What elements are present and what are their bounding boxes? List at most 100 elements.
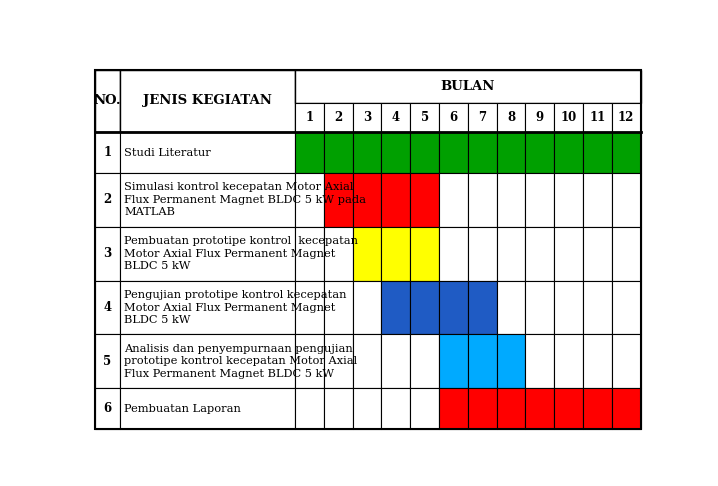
Text: 1: 1: [305, 111, 314, 124]
Bar: [583, 334, 612, 388]
Bar: [381, 280, 410, 334]
Text: 9: 9: [536, 111, 544, 124]
Text: Pembuatan Laporan: Pembuatan Laporan: [124, 403, 241, 414]
Bar: [612, 280, 640, 334]
Bar: [353, 132, 381, 173]
Bar: [120, 388, 295, 429]
Bar: [324, 103, 353, 132]
Text: NO.: NO.: [94, 94, 121, 107]
Bar: [526, 132, 554, 173]
Bar: [324, 173, 353, 226]
Text: 5: 5: [421, 111, 429, 124]
Bar: [410, 334, 439, 388]
Bar: [353, 103, 381, 132]
Text: Studi Literatur: Studi Literatur: [124, 148, 211, 157]
Bar: [497, 226, 526, 280]
Bar: [497, 280, 526, 334]
Bar: [353, 173, 381, 226]
Bar: [353, 334, 381, 388]
Bar: [554, 132, 583, 173]
Bar: [295, 388, 324, 429]
Bar: [381, 103, 410, 132]
Bar: [612, 132, 640, 173]
Bar: [612, 173, 640, 226]
Bar: [439, 388, 468, 429]
Bar: [295, 173, 324, 226]
Bar: [554, 226, 583, 280]
Bar: [439, 103, 468, 132]
Bar: [120, 173, 295, 226]
Bar: [410, 388, 439, 429]
Bar: [439, 132, 468, 173]
Bar: [410, 103, 439, 132]
Bar: [468, 334, 497, 388]
Bar: [95, 226, 120, 280]
Bar: [526, 280, 554, 334]
Bar: [295, 226, 324, 280]
Bar: [612, 334, 640, 388]
Bar: [295, 334, 324, 388]
Bar: [468, 103, 497, 132]
Bar: [468, 280, 497, 334]
Bar: [612, 388, 640, 429]
Bar: [120, 334, 295, 388]
Bar: [381, 334, 410, 388]
Bar: [468, 132, 497, 173]
Bar: [95, 132, 120, 173]
Bar: [583, 388, 612, 429]
Bar: [95, 173, 120, 226]
Bar: [120, 226, 295, 280]
Bar: [295, 280, 324, 334]
Text: 5: 5: [103, 355, 111, 368]
Bar: [497, 334, 526, 388]
Bar: [120, 280, 295, 334]
Bar: [410, 280, 439, 334]
Bar: [497, 173, 526, 226]
Bar: [410, 132, 439, 173]
Bar: [324, 132, 353, 173]
Bar: [324, 226, 353, 280]
Bar: [324, 388, 353, 429]
Bar: [554, 173, 583, 226]
Text: 2: 2: [334, 111, 342, 124]
Bar: [381, 226, 410, 280]
Bar: [583, 103, 612, 132]
Bar: [468, 173, 497, 226]
Text: 2: 2: [103, 193, 112, 206]
Bar: [497, 132, 526, 173]
Bar: [439, 280, 468, 334]
Text: JENIS KEGIATAN: JENIS KEGIATAN: [143, 94, 272, 107]
Bar: [468, 388, 497, 429]
Bar: [95, 388, 120, 429]
Text: 4: 4: [392, 111, 400, 124]
Text: BULAN: BULAN: [441, 80, 495, 93]
Bar: [554, 388, 583, 429]
Bar: [554, 103, 583, 132]
Text: 10: 10: [561, 111, 577, 124]
Text: 1: 1: [103, 146, 111, 159]
Text: 7: 7: [478, 111, 486, 124]
Bar: [381, 388, 410, 429]
Text: 8: 8: [507, 111, 515, 124]
Bar: [381, 173, 410, 226]
Text: 6: 6: [103, 402, 111, 415]
Bar: [410, 173, 439, 226]
Bar: [497, 388, 526, 429]
Bar: [583, 280, 612, 334]
Bar: [95, 334, 120, 388]
Bar: [583, 173, 612, 226]
Text: Simulasi kontrol kecepatan Motor Axial
Flux Permanent Magnet BLDC 5 kW pada
MATL: Simulasi kontrol kecepatan Motor Axial F…: [124, 182, 366, 217]
Bar: [324, 280, 353, 334]
Text: Pengujian prototipe kontrol kecepatan
Motor Axial Flux Permanent Magnet
BLDC 5 k: Pengujian prototipe kontrol kecepatan Mo…: [124, 290, 347, 325]
Bar: [526, 388, 554, 429]
Text: Pembuatan prototipe kontrol  kecepatan
Motor Axial Flux Permanent Magnet
BLDC 5 : Pembuatan prototipe kontrol kecepatan Mo…: [124, 236, 358, 271]
Bar: [439, 334, 468, 388]
Bar: [410, 226, 439, 280]
Bar: [612, 103, 640, 132]
Bar: [554, 334, 583, 388]
Bar: [612, 226, 640, 280]
Bar: [526, 103, 554, 132]
Bar: [554, 280, 583, 334]
Bar: [381, 132, 410, 173]
Text: 6: 6: [449, 111, 457, 124]
